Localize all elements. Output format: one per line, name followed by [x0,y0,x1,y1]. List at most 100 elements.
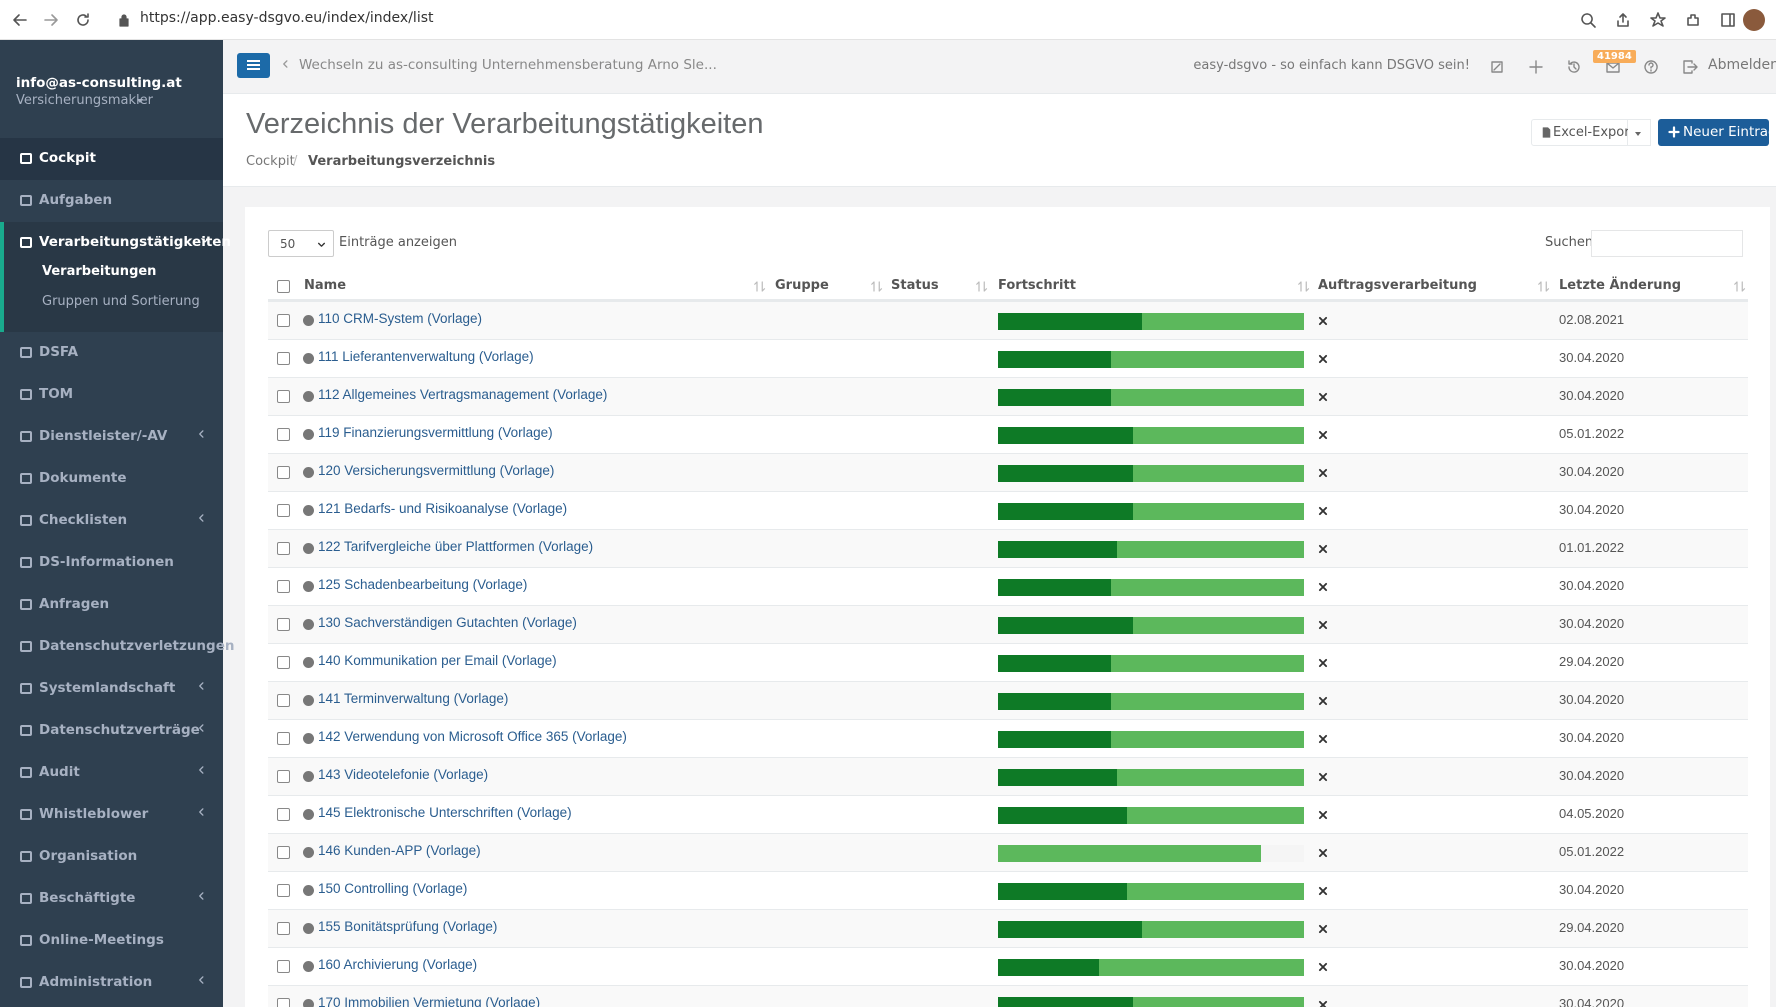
checkbox[interactable] [277,428,290,441]
entry-link[interactable]: 125 Schadenbearbeitung (Vorlage) [318,577,528,592]
menu-item[interactable]: Organisation [0,836,223,878]
entry-link[interactable]: 141 Terminverwaltung (Vorlage) [318,691,509,706]
table-row: 122 Tarifvergleiche über Plattformen (Vo… [268,529,1748,567]
menu-item[interactable]: DSFA [0,332,223,374]
menu-item[interactable]: Systemlandschaft [0,668,223,710]
table-row: 150 Controlling (Vorlage) 30.04.2020 [268,871,1748,909]
checkbox[interactable] [277,390,290,403]
menu-item[interactable]: Cockpit [0,138,223,180]
logout[interactable]: Abmelden [1708,57,1776,73]
checkbox[interactable] [277,280,290,293]
progress-bar [998,883,1304,900]
checkbox[interactable] [277,352,290,365]
entry-link[interactable]: 160 Archivierung (Vorlage) [318,957,478,972]
entry-link[interactable]: 120 Versicherungsvermittlung (Vorlage) [318,463,555,478]
breadcrumb-item[interactable]: Cockpit [246,154,295,169]
menu-item[interactable]: TOM [0,374,223,416]
entry-link[interactable]: 130 Sachverständigen Gutachten (Vorlage) [318,615,577,630]
menu-item[interactable]: Online-Meetings [0,920,223,962]
menu-label: DSFA [39,344,79,360]
status-dot [303,657,314,668]
column-header[interactable]: Gruppe [775,278,829,293]
entry-link[interactable]: 111 Lieferantenverwaltung (Vorlage) [318,349,534,364]
column-header[interactable]: Status [891,278,939,293]
entry-link[interactable]: 121 Bedarfs- und Risikoanalyse (Vorlage) [318,501,568,516]
menu-item[interactable]: Beschäftigte [0,878,223,920]
date: 30.04.2020 [1559,730,1625,745]
entry-link[interactable]: 146 Kunden-APP (Vorlage) [318,843,481,858]
column-header[interactable]: Name [304,278,347,293]
menu-item[interactable]: Audit [0,752,223,794]
submenu-item[interactable]: Verarbeitungen [42,264,157,279]
entry-link[interactable]: 155 Bonitätsprüfung (Vorlage) [318,919,498,934]
entry-link[interactable]: 140 Kommunikation per Email (Vorlage) [318,653,557,668]
checkbox[interactable] [277,618,290,631]
checkbox[interactable] [277,694,290,707]
export-dropdown[interactable] [1628,119,1651,146]
search-input[interactable] [1591,230,1743,257]
checkbox[interactable] [277,846,290,859]
menu-label: Datenschutzverletzungen [39,638,235,654]
checkbox[interactable] [277,998,290,1007]
browser-bar: https://app.easy-dsgvo.eu/index/index/li… [0,0,1776,40]
sort-icon-shape [976,281,988,292]
checkbox[interactable] [277,884,290,897]
menu-item[interactable]: Administration [0,962,223,1004]
breadcrumb-separator: / [293,154,298,169]
menu-toggle[interactable] [237,53,270,78]
progress-bar [998,655,1304,672]
progress-partial [998,845,1262,862]
reload-button [77,13,89,26]
menu-item[interactable]: Datenschutzverträge [0,710,223,752]
entry-link[interactable]: 112 Allgemeines Vertragsmanagement (Vorl… [318,387,608,402]
new-entry-button[interactable]: Neuer Eintrag [1658,119,1776,146]
browser-tool [1581,13,1596,28]
checkbox[interactable] [277,770,290,783]
checkbox[interactable] [277,922,290,935]
column-header[interactable]: Letzte Änderung [1559,278,1682,293]
entry-link[interactable]: 142 Verwendung von Microsoft Office 365 … [318,729,627,744]
menu-item[interactable]: Whistleblower [0,794,223,836]
menu-item[interactable]: Aufgaben [0,180,223,222]
menu-item[interactable]: DS-Informationen [0,542,223,584]
checkbox[interactable] [277,732,290,745]
status-dot [303,467,314,478]
column-header[interactable]: Auftragsverarbeitung [1318,278,1477,293]
menu-icon [20,557,32,568]
table-row: 112 Allgemeines Vertragsmanagement (Vorl… [268,377,1748,415]
checkbox[interactable] [277,314,290,327]
breadcrumb-current: Verarbeitungsverzeichnis [308,154,496,169]
checkbox[interactable] [277,504,290,517]
checkbox[interactable] [277,542,290,555]
entry-link[interactable]: 170 Immobilien Vermietung (Vorlage) [318,995,541,1007]
browser-tool-shape [1617,13,1629,27]
menu-item[interactable]: Datenschutzverletzungen [0,626,234,668]
status-dot [303,581,314,592]
checkbox[interactable] [277,656,290,669]
lock-icon [119,14,129,27]
entry-link[interactable]: 119 Finanzierungsvermittlung (Vorlage) [318,425,553,440]
menu-item[interactable]: Dienstleister/-AV [0,416,223,458]
checkbox[interactable] [277,808,290,821]
checkbox[interactable] [277,466,290,479]
length-select[interactable]: 50 [268,230,334,257]
checkbox[interactable] [277,960,290,973]
menu-icon [20,683,32,694]
menu-item[interactable]: Verarbeitungstätigkeiten Verarbeitungen Gr… [0,222,231,332]
export-button[interactable]: Excel-Export [1531,119,1635,146]
menu-icon [20,893,32,904]
checkbox[interactable] [277,580,290,593]
entry-link[interactable]: 122 Tarifvergleiche über Plattformen (Vo… [318,539,594,554]
column-header[interactable]: Fortschritt [998,278,1076,293]
menu-item[interactable]: Dokumente [0,458,223,500]
entry-link[interactable]: 143 Videotelefonie (Vorlage) [318,767,489,782]
entry-link[interactable]: 110 CRM-System (Vorlage) [318,311,483,326]
entry-link[interactable]: 150 Controlling (Vorlage) [318,881,468,896]
menu-item[interactable]: Anfragen [0,584,223,626]
submenu-item[interactable]: Gruppen und Sortierung [42,294,200,309]
entry-link[interactable]: 145 Elektronische Unterschriften (Vorlag… [318,805,572,820]
progress-partial [1117,541,1304,558]
menu-item[interactable]: Checklisten [0,500,223,542]
switch-link[interactable]: Wechseln zu as-consulting Unternehmensbe… [299,57,717,73]
cross-icon [1318,924,1328,934]
